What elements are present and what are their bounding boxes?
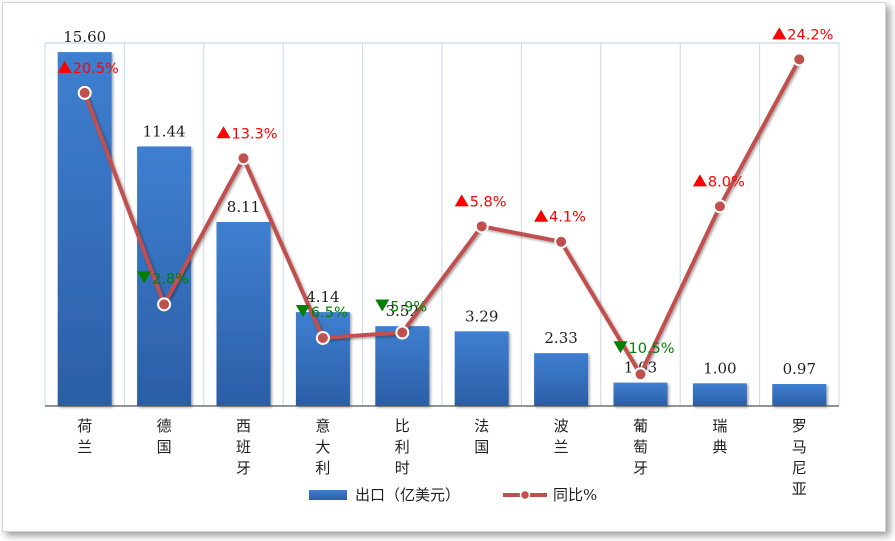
vertical-gridlines — [44, 43, 840, 406]
chart: 15.6011.448.114.143.523.292.331.031.000.… — [44, 27, 840, 504]
yoy-label: 8.0% — [692, 174, 745, 190]
bar-value-label: 0.97 — [783, 360, 816, 378]
bar — [454, 331, 509, 406]
up-triangle-icon — [692, 174, 707, 187]
yoy-label: 10.5% — [613, 341, 675, 357]
category-label: 德国 — [157, 417, 172, 456]
yoy-value: 6.5% — [311, 305, 348, 321]
yoy-marker — [315, 330, 330, 345]
up-triangle-icon — [534, 209, 549, 222]
yoy-marker — [236, 151, 251, 166]
yoy-value: 13.3% — [232, 126, 278, 142]
legend-line-label: 同比% — [553, 486, 597, 504]
yoy-marker — [395, 325, 410, 340]
yoy-line-path — [82, 57, 802, 377]
down-triangle-icon — [375, 299, 390, 312]
category-label: 意大利 — [315, 417, 330, 477]
bar — [613, 382, 668, 406]
yoy-marker — [792, 52, 807, 67]
yoy-label: 4.1% — [534, 209, 586, 226]
legend-bar-label: 出口（亿美元） — [355, 486, 460, 504]
bar-value-label: 8.11 — [227, 198, 260, 216]
up-triangle-icon — [454, 194, 469, 207]
yoy-value: 5.8% — [470, 194, 507, 210]
bar — [295, 312, 350, 406]
legend: 出口（亿美元） 同比% — [309, 486, 597, 504]
yoy-label: 13.3% — [216, 126, 278, 142]
chart-frame: 15.6011.448.114.143.523.292.331.031.000.… — [2, 2, 886, 532]
bar-value-labels: 15.6011.448.114.143.523.292.331.031.000.… — [63, 28, 816, 378]
yoy-value: 20.5% — [73, 61, 119, 77]
yoy-marker — [77, 85, 92, 100]
bar — [772, 383, 827, 406]
yoy-value: 8.0% — [708, 174, 745, 190]
up-triangle-icon — [216, 126, 231, 139]
category-label: 葡萄牙 — [633, 417, 648, 477]
down-triangle-icon — [137, 271, 152, 284]
yoy-label: 5.9% — [375, 299, 427, 315]
export-bars — [57, 52, 827, 406]
bar-value-label: 3.29 — [465, 307, 498, 325]
yoy-label: 6.5% — [295, 304, 348, 321]
down-triangle-icon — [613, 341, 628, 354]
yoy-label: 24.2% — [772, 27, 833, 43]
bar — [692, 383, 747, 406]
category-label: 荷兰 — [77, 417, 92, 456]
category-labels: 荷兰 德国 西班牙 意大利 比利时 法国 波兰 葡萄牙 瑞典 罗马尼亚 — [77, 417, 807, 498]
yoy-label: 2.8% — [137, 271, 189, 287]
up-triangle-icon — [57, 60, 72, 73]
bar — [216, 222, 271, 406]
yoy-marker — [474, 219, 489, 234]
yoy-marker — [157, 297, 172, 312]
bar-value-label: 2.33 — [544, 329, 577, 347]
category-label: 比利时 — [395, 417, 410, 477]
yoy-line — [77, 52, 807, 382]
yoy-value: 5.9% — [390, 299, 427, 315]
bar-value-label: 1.00 — [703, 359, 736, 377]
legend-bar-swatch — [309, 490, 347, 500]
yoy-marker — [712, 199, 727, 214]
bar-value-label: 15.60 — [63, 28, 106, 46]
bar-value-label: 3.52 — [386, 302, 419, 320]
bar — [534, 353, 589, 406]
bar — [57, 52, 112, 406]
down-triangle-icon — [295, 304, 310, 317]
up-triangle-icon — [772, 27, 787, 40]
yoy-labels: 20.5% 2.8% 13.3% 6.5% 5.9% 5.8% 4.1% 10.5% 8.0% 2… — [57, 27, 833, 357]
bar-value-label: 4.14 — [306, 288, 339, 306]
category-label: 罗马尼亚 — [792, 417, 807, 498]
yoy-value: 10.5% — [629, 341, 675, 357]
yoy-value: 24.2% — [787, 27, 833, 43]
yoy-marker — [633, 367, 648, 382]
yoy-value: 4.1% — [549, 210, 586, 226]
plot-area: 15.6011.448.114.143.523.292.331.031.000.… — [44, 27, 840, 498]
yoy-label: 20.5% — [57, 60, 119, 77]
category-label: 波兰 — [554, 417, 569, 456]
legend-line-marker — [519, 489, 531, 501]
yoy-marker — [554, 234, 569, 249]
bar-value-label: 11.44 — [143, 122, 186, 140]
category-label: 法国 — [474, 417, 489, 456]
yoy-label: 5.8% — [454, 194, 507, 210]
category-label: 瑞典 — [712, 417, 727, 456]
yoy-value: 2.8% — [152, 271, 189, 287]
category-label: 西班牙 — [236, 417, 251, 477]
